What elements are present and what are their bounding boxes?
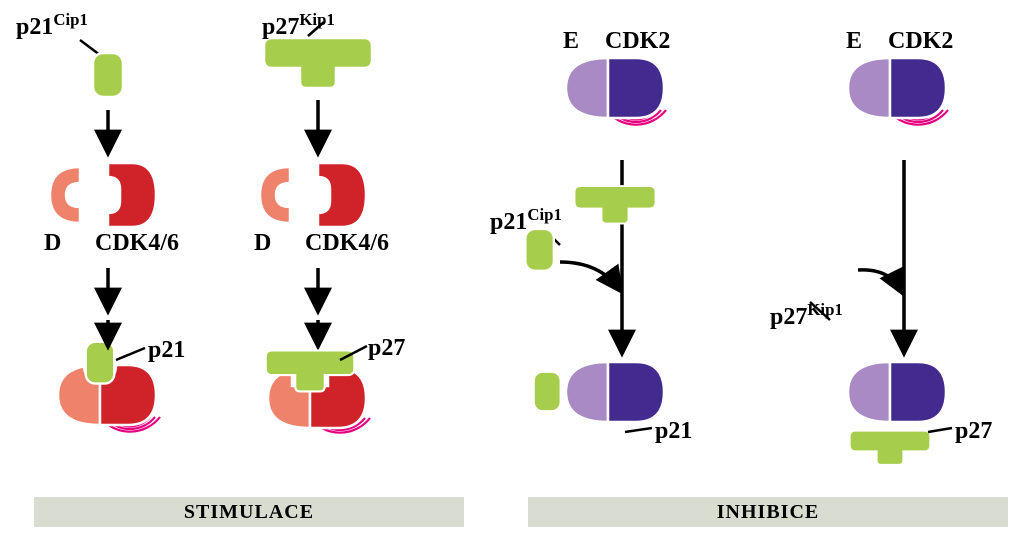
lbl-p27-final: p27 (955, 418, 992, 445)
lbl-e-left: E (563, 28, 579, 55)
pathway-diagram: p21Cip1 p27Kip1 D CDK4/6 D CDK4/6 p21 p2… (0, 0, 1023, 544)
lbl-cdk46-right: CDK4/6 (305, 230, 389, 257)
lbl-p21-final: p21 (655, 418, 692, 445)
lbl-p21cip1-mid: p21Cip1 (490, 205, 562, 236)
lbl-e-right: E (846, 28, 862, 55)
lbl-p27kip1-mid: p27Kip1 (770, 300, 843, 331)
footer-stimulace: STIMULACE (34, 497, 464, 527)
lbl-p21-bottom: p21 (148, 337, 185, 364)
footer-inhibice: INHIBICE (528, 497, 1008, 527)
lbl-d-left: D (44, 230, 61, 257)
diagram-svg (0, 0, 1023, 544)
lbl-cdk2-right: CDK2 (888, 28, 953, 55)
lbl-cdk2-left: CDK2 (605, 28, 670, 55)
lbl-p27kip1-top: p27Kip1 (262, 10, 335, 41)
lbl-p21cip1-top: p21Cip1 (16, 10, 88, 41)
lbl-p27-bottom: p27 (368, 335, 405, 362)
lbl-cdk46-left: CDK4/6 (95, 230, 179, 257)
lbl-d-right: D (254, 230, 271, 257)
